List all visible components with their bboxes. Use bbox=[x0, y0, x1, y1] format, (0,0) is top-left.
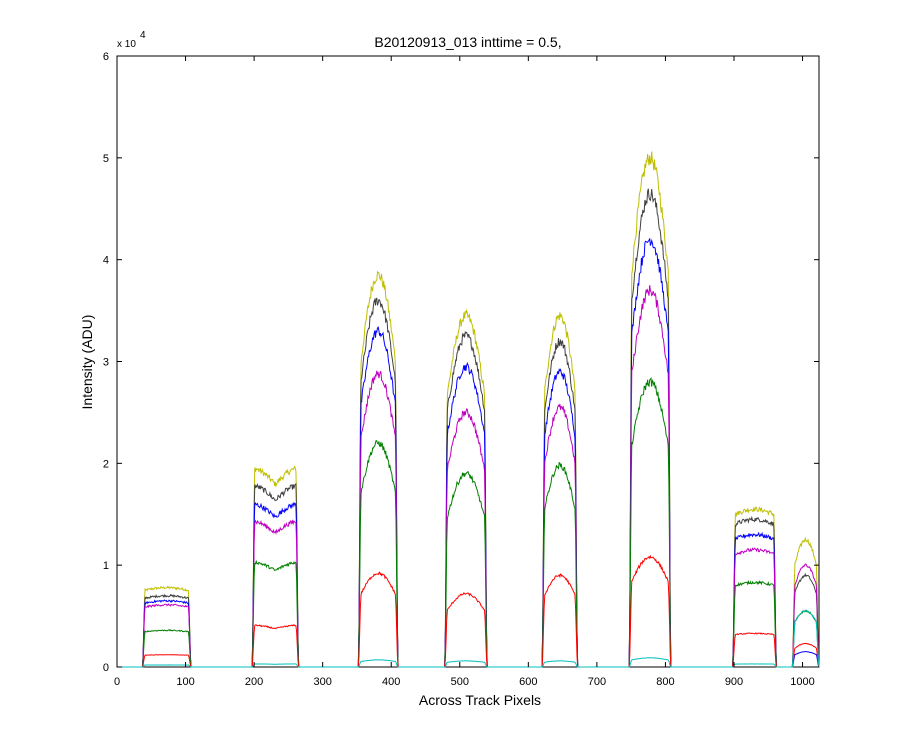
x-tick-label: 500 bbox=[451, 676, 469, 688]
x-tick-label: 1000 bbox=[790, 676, 814, 688]
series-layer bbox=[117, 151, 820, 668]
y-tick-label: 0 bbox=[103, 662, 109, 674]
plot-area bbox=[116, 55, 820, 668]
chart-title: B20120913_013 inttime = 0.5, bbox=[374, 34, 561, 50]
y-tick-label: 3 bbox=[103, 357, 109, 369]
y-tick-label: 1 bbox=[103, 560, 109, 572]
x-tick-label: 800 bbox=[656, 676, 674, 688]
y-multiplier-exponent: 4 bbox=[140, 30, 146, 41]
x-tick-label: 200 bbox=[245, 676, 263, 688]
y-tick-label: 6 bbox=[103, 51, 109, 63]
x-tick-label: 600 bbox=[519, 676, 537, 688]
series-line bbox=[117, 609, 820, 668]
x-axis-label: Across Track Pixels bbox=[419, 692, 541, 708]
y-axis: 0 1 2 3 4 5 6 bbox=[103, 51, 819, 674]
y-multiplier-base: x 10 bbox=[117, 39, 136, 50]
x-tick-label: 900 bbox=[725, 676, 743, 688]
x-tick-label: 100 bbox=[176, 676, 194, 688]
y-axis-label: Intensity (ADU) bbox=[79, 315, 95, 410]
x-tick-label: 0 bbox=[114, 676, 120, 688]
x-tick-label: 300 bbox=[313, 676, 331, 688]
plot-frame bbox=[116, 55, 820, 668]
x-tick-label: 700 bbox=[588, 676, 606, 688]
y-tick-label: 5 bbox=[103, 153, 109, 165]
y-tick-label: 4 bbox=[103, 255, 109, 267]
x-tick-label: 400 bbox=[382, 676, 400, 688]
y-tick-label: 2 bbox=[103, 458, 109, 470]
x-axis: 0 100 200 300 400 500 600 700 800 900 1000 bbox=[114, 56, 815, 688]
